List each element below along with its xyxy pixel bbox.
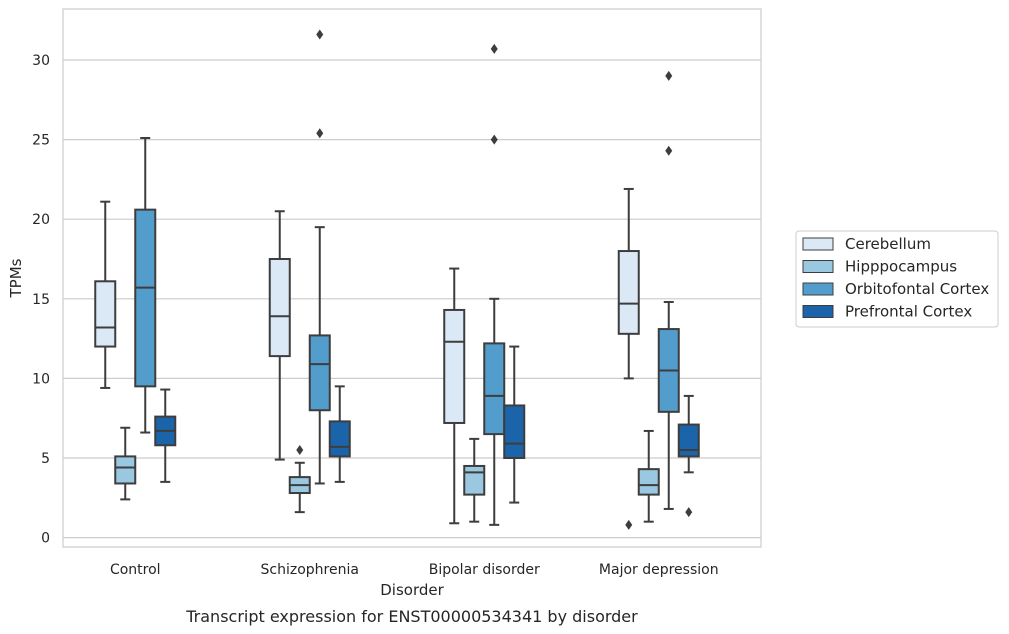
category-group [443,43,526,526]
outlier-point [316,128,324,139]
box-prefrontal-cortex [503,404,526,459]
gridlines [63,59,761,539]
y-tick-label: 0 [41,531,50,547]
category-group [94,137,177,501]
legend-swatch [802,260,834,273]
box-hipppocampus [463,464,486,496]
outlier-point [685,507,693,518]
outlier-point [296,445,304,456]
y-tick-label: 20 [32,212,50,228]
y-axis-label: TPMs [7,258,25,298]
legend-label: Prefrontal Cortex [845,303,972,321]
chart-caption: Transcript expression for ENST0000053434… [185,607,638,626]
legend-swatch [802,305,834,318]
plot-frame [62,8,762,548]
legend-label: Cerebellum [845,235,931,253]
legend: Cerebellum Hipppocampus Orbitofontal Corte… [795,230,999,328]
y-tick-label: 5 [41,451,50,467]
x-tick-label: Schizophrenia [261,562,359,578]
y-tick-label: 30 [32,53,50,69]
box-prefrontal-cortex [328,420,351,458]
box-hipppocampus [114,455,137,485]
box-hipppocampus [637,468,660,496]
y-tick-label: 15 [32,292,50,308]
category-group [617,70,700,530]
y-tick-label: 25 [32,133,50,149]
box-cerebellum [268,258,291,358]
legend-swatch [802,237,834,251]
box-orbitofontal-cortex [134,208,157,388]
legend-label: Orbitofontal Cortex [845,280,989,298]
outlier-point [490,134,498,145]
x-tick-labels: Control Schizophrenia Bipolar disorder Majo… [110,562,719,578]
boxplot-groups [94,29,700,530]
box-prefrontal-cortex [677,423,700,458]
box-cerebellum [617,250,640,335]
outlier-point [665,145,673,156]
x-tick-label: Major depression [599,562,719,578]
category-group [268,29,351,514]
x-axis-label: Disorder [380,581,444,599]
box-cerebellum [443,308,466,424]
legend-label: Hipppocampus [845,258,957,276]
box-orbitofontal-cortex [483,342,506,436]
box-orbitofontal-cortex [308,334,331,412]
outlier-point [665,70,673,81]
y-tick-labels: 0 5 10 15 20 25 30 [32,53,50,547]
legend-frame [795,230,999,328]
outlier-point [625,519,633,530]
legend-swatch [802,282,834,296]
x-tick-label: Bipolar disorder [429,562,540,578]
outlier-point [490,43,498,54]
y-tick-label: 10 [32,371,50,387]
box-cerebellum [94,280,117,348]
x-tick-label: Control [110,562,161,578]
outlier-point [316,29,324,40]
